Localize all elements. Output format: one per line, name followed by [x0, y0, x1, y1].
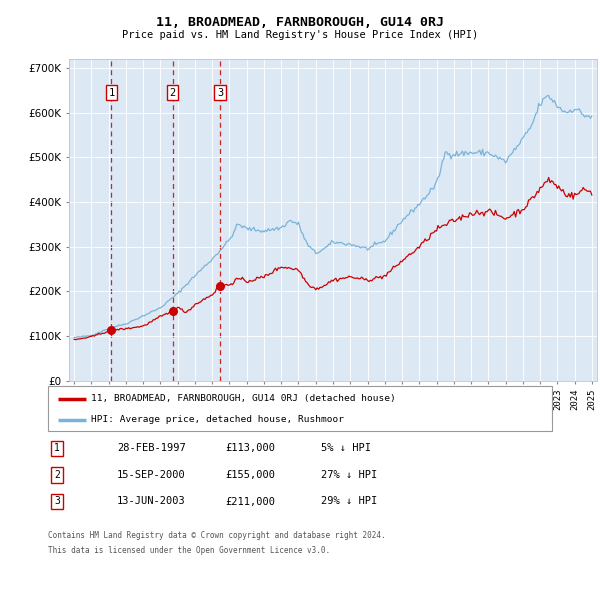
Text: 1: 1 [109, 88, 115, 98]
Text: £113,000: £113,000 [225, 444, 275, 453]
Text: 5% ↓ HPI: 5% ↓ HPI [321, 444, 371, 453]
Text: This data is licensed under the Open Government Licence v3.0.: This data is licensed under the Open Gov… [48, 546, 330, 555]
Text: £155,000: £155,000 [225, 470, 275, 480]
Text: 1: 1 [54, 444, 60, 453]
Text: Price paid vs. HM Land Registry's House Price Index (HPI): Price paid vs. HM Land Registry's House … [122, 30, 478, 40]
Text: HPI: Average price, detached house, Rushmoor: HPI: Average price, detached house, Rush… [91, 415, 344, 424]
Text: 15-SEP-2000: 15-SEP-2000 [117, 470, 186, 480]
Text: 11, BROADMEAD, FARNBOROUGH, GU14 0RJ (detached house): 11, BROADMEAD, FARNBOROUGH, GU14 0RJ (de… [91, 394, 395, 404]
Text: 2: 2 [170, 88, 176, 98]
Text: £211,000: £211,000 [225, 497, 275, 506]
Text: 3: 3 [54, 497, 60, 506]
Text: Contains HM Land Registry data © Crown copyright and database right 2024.: Contains HM Land Registry data © Crown c… [48, 531, 386, 540]
Text: 2: 2 [54, 470, 60, 480]
Text: 13-JUN-2003: 13-JUN-2003 [117, 497, 186, 506]
Text: 28-FEB-1997: 28-FEB-1997 [117, 444, 186, 453]
Text: 3: 3 [217, 88, 223, 98]
Text: 27% ↓ HPI: 27% ↓ HPI [321, 470, 377, 480]
Text: 29% ↓ HPI: 29% ↓ HPI [321, 497, 377, 506]
Text: 11, BROADMEAD, FARNBOROUGH, GU14 0RJ: 11, BROADMEAD, FARNBOROUGH, GU14 0RJ [156, 16, 444, 29]
